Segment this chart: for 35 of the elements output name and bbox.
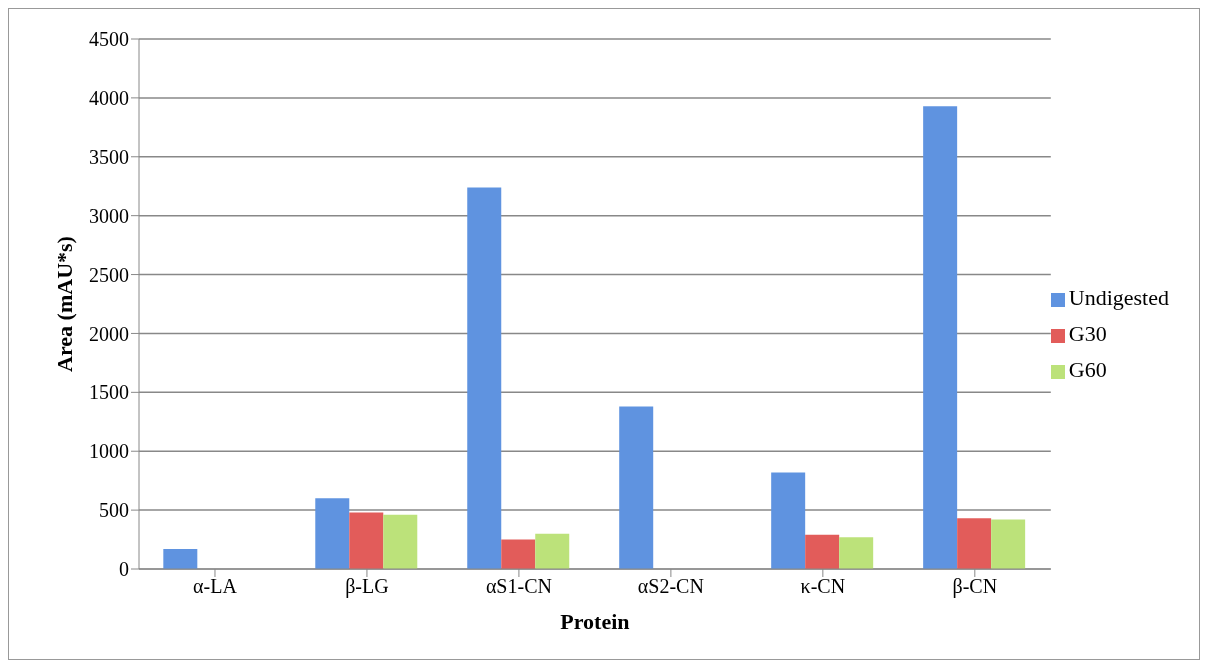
bar — [535, 533, 570, 569]
y-tick-label: 3500 — [89, 145, 129, 168]
bar — [315, 498, 350, 569]
bar — [467, 187, 502, 569]
y-tick-label: 3000 — [89, 204, 129, 227]
x-tick-label: α-LA — [193, 575, 238, 598]
bar — [805, 534, 840, 569]
y-tick-label: 1000 — [89, 440, 129, 463]
x-tick-label: κ-CN — [800, 575, 846, 598]
y-axis-title: Area (mAU*s) — [51, 236, 77, 372]
bar — [991, 519, 1026, 569]
bar — [501, 539, 536, 569]
x-tick-label: αS2-CN — [637, 575, 704, 598]
bar — [771, 472, 806, 569]
y-tick-label: 500 — [99, 499, 129, 522]
x-tick-label: β-LG — [345, 575, 389, 599]
bar — [163, 548, 198, 569]
y-tick-label: 0 — [119, 558, 129, 581]
y-tick-label: 4500 — [89, 28, 129, 51]
bar — [619, 406, 654, 569]
x-axis-title: Protein — [560, 609, 630, 634]
bar — [957, 518, 992, 569]
legend-label: G30 — [1068, 321, 1107, 346]
bar — [383, 514, 418, 569]
bar — [349, 512, 384, 569]
bar — [923, 106, 958, 569]
legend-label: Undigested — [1068, 285, 1169, 310]
y-tick-label: 1500 — [89, 381, 129, 404]
y-tick-label: 2500 — [89, 263, 129, 286]
y-tick-label: 2000 — [89, 322, 129, 345]
x-tick-label: β-CN — [952, 575, 998, 599]
x-tick-label: αS1-CN — [485, 575, 552, 598]
legend-label: G60 — [1068, 357, 1107, 382]
bar — [839, 537, 874, 569]
y-tick-label: 4000 — [89, 86, 129, 109]
